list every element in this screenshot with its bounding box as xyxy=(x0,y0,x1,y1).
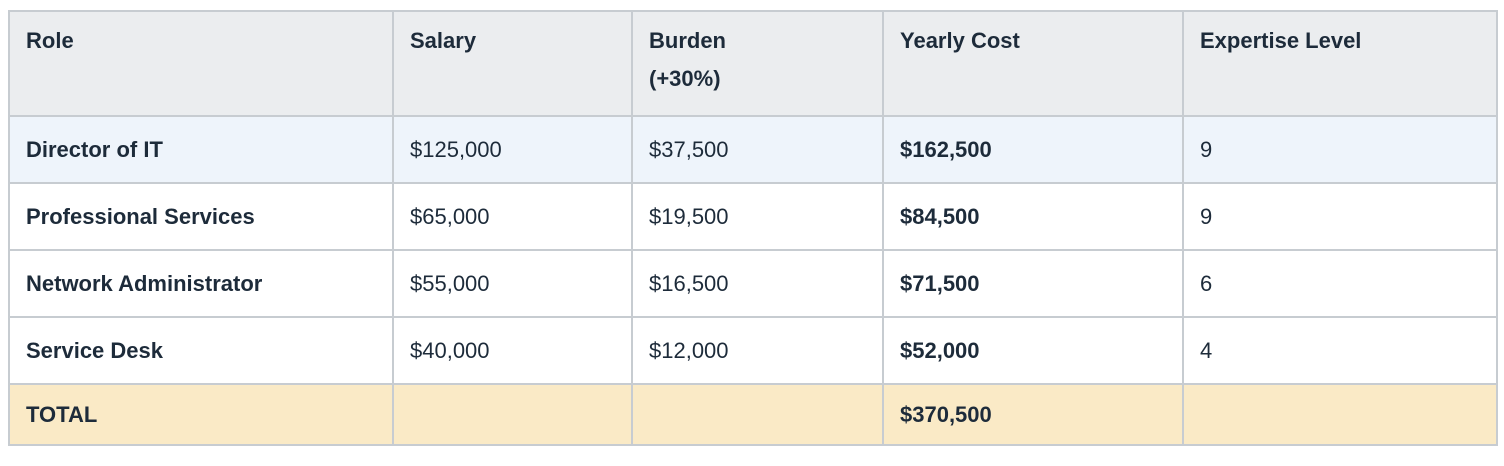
header-expertise-level: Expertise Level xyxy=(1182,10,1498,117)
cell-salary: $55,000 xyxy=(392,249,633,318)
total-label: TOTAL xyxy=(8,383,394,446)
cell-expertise-level: 9 xyxy=(1182,115,1498,184)
header-salary: Salary xyxy=(392,10,633,117)
table-row-service-desk: Service Desk $40,000 $12,000 $52,000 4 xyxy=(8,316,1498,385)
cell-role: Professional Services xyxy=(8,182,394,251)
cell-yearly-cost: $52,000 xyxy=(882,316,1184,385)
total-expertise-empty xyxy=(1182,383,1498,446)
cell-burden: $37,500 xyxy=(631,115,884,184)
cell-yearly-cost: $84,500 xyxy=(882,182,1184,251)
cell-burden: $12,000 xyxy=(631,316,884,385)
cell-role: Service Desk xyxy=(8,316,394,385)
cell-yearly-cost: $71,500 xyxy=(882,249,1184,318)
total-burden-empty xyxy=(631,383,884,446)
cell-salary: $125,000 xyxy=(392,115,633,184)
table-row-professional-services: Professional Services $65,000 $19,500 $8… xyxy=(8,182,1498,251)
header-burden: Burden (+30%) xyxy=(631,10,884,117)
cell-role: Network Administrator xyxy=(8,249,394,318)
cell-burden: $16,500 xyxy=(631,249,884,318)
cell-role: Director of IT xyxy=(8,115,394,184)
cell-yearly-cost: $162,500 xyxy=(882,115,1184,184)
cell-expertise-level: 9 xyxy=(1182,182,1498,251)
cell-salary: $65,000 xyxy=(392,182,633,251)
header-role: Role xyxy=(8,10,394,117)
total-salary-empty xyxy=(392,383,633,446)
table-row-network-administrator: Network Administrator $55,000 $16,500 $7… xyxy=(8,249,1498,318)
cell-expertise-level: 4 xyxy=(1182,316,1498,385)
header-row: Role Salary Burden (+30%) Yearly Cost Ex… xyxy=(8,10,1498,117)
cell-burden: $19,500 xyxy=(631,182,884,251)
staff-cost-table-container: Role Salary Burden (+30%) Yearly Cost Ex… xyxy=(8,10,1498,446)
cell-salary: $40,000 xyxy=(392,316,633,385)
total-yearly-cost: $370,500 xyxy=(882,383,1184,446)
staff-cost-table: Role Salary Burden (+30%) Yearly Cost Ex… xyxy=(8,10,1498,446)
table-row-director-of-it: Director of IT $125,000 $37,500 $162,500… xyxy=(8,115,1498,184)
cell-expertise-level: 6 xyxy=(1182,249,1498,318)
total-row: TOTAL $370,500 xyxy=(8,383,1498,446)
header-yearly-cost: Yearly Cost xyxy=(882,10,1184,117)
